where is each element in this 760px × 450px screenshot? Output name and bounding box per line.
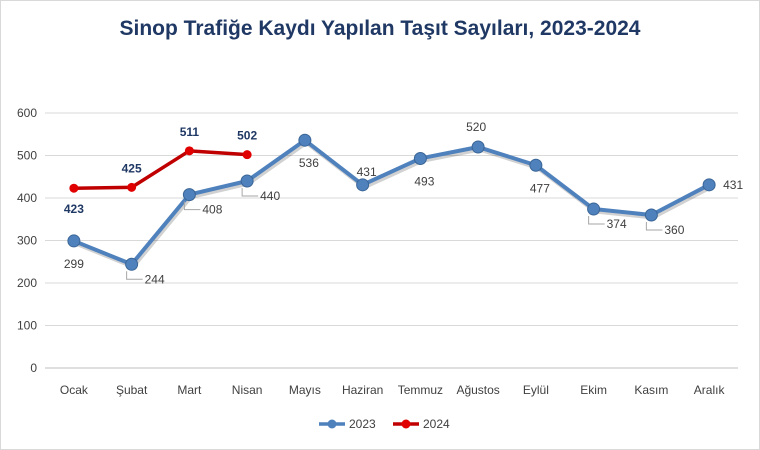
data-label-2024: 511: [180, 125, 200, 139]
data-label-leader: [645, 222, 663, 231]
chart-title: Sinop Trafiğe Kaydı Yapılan Taşıt Sayıla…: [119, 17, 641, 40]
series-2023-point: [471, 140, 485, 154]
y-tick-label: 200: [17, 276, 37, 290]
series-2023-point: [356, 178, 370, 192]
data-label-2024: 502: [237, 129, 257, 143]
data-label-2023: 244: [145, 272, 165, 286]
series-2023-point: [125, 257, 139, 271]
x-tick-label: Ağustos: [456, 383, 499, 397]
data-label-2023: 493: [414, 174, 434, 188]
data-label-2023: 408: [202, 203, 222, 217]
series-2024-line: [73, 149, 248, 190]
y-tick-label: 100: [17, 319, 37, 333]
series-2023-point: [644, 208, 658, 222]
data-label-2023: 431: [723, 178, 743, 192]
x-tick-label: Mart: [177, 383, 202, 397]
data-label-leader: [183, 201, 201, 211]
data-label-2023: 440: [260, 189, 280, 203]
legend-label-2024: 2024: [423, 417, 450, 431]
x-tick-label: Temmuz: [398, 383, 443, 397]
series-2023-point: [587, 202, 601, 216]
series-2023-point: [298, 133, 312, 147]
series-2023-point: [182, 188, 196, 202]
y-tick-label: 600: [17, 106, 37, 120]
series-2023-point: [240, 174, 254, 188]
x-tick-label: Nisan: [232, 383, 263, 397]
y-tick-label: 500: [17, 149, 37, 163]
data-label-2024: 423: [64, 202, 84, 216]
series-2023-point: [702, 178, 716, 192]
series-2023-point: [67, 234, 81, 248]
legend-marker-2023: [327, 419, 337, 429]
data-label-2023: 520: [466, 120, 486, 134]
series-2024-point: [242, 150, 252, 160]
series-2023-point: [413, 151, 427, 165]
x-tick-label: Ocak: [60, 383, 89, 397]
y-tick-label: 0: [30, 361, 37, 375]
x-tick-label: Ekim: [580, 383, 607, 397]
data-label-2024: 425: [122, 161, 142, 175]
series-2024-point: [127, 182, 137, 192]
data-label-2023: 374: [607, 217, 627, 231]
x-tick-label: Kasım: [634, 383, 668, 397]
x-tick-label: Haziran: [342, 383, 383, 397]
x-tick-label: Aralık: [694, 383, 726, 397]
data-label-2023: 536: [299, 156, 319, 170]
x-tick-label: Eylül: [523, 383, 549, 397]
data-label-2023: 477: [530, 181, 550, 195]
x-tick-label: Şubat: [116, 383, 148, 397]
data-label-leader: [126, 271, 143, 280]
series-2023-point: [529, 158, 543, 172]
y-tick-label: 400: [17, 191, 37, 205]
data-label-leader: [241, 188, 259, 197]
legend-label-2023: 2023: [349, 417, 376, 431]
data-label-2023: 299: [64, 257, 84, 271]
series-2023-shadow: [74, 140, 712, 269]
data-label-2023: 360: [664, 223, 684, 237]
legend-marker-2024: [401, 419, 411, 429]
x-tick-label: Mayıs: [289, 383, 321, 397]
series-2023-line: [73, 138, 711, 267]
series-2024-point: [69, 183, 79, 193]
data-label-2023: 431: [357, 165, 377, 179]
y-tick-label: 300: [17, 234, 37, 248]
data-label-leader: [588, 216, 605, 225]
series-2024-point: [184, 146, 194, 156]
